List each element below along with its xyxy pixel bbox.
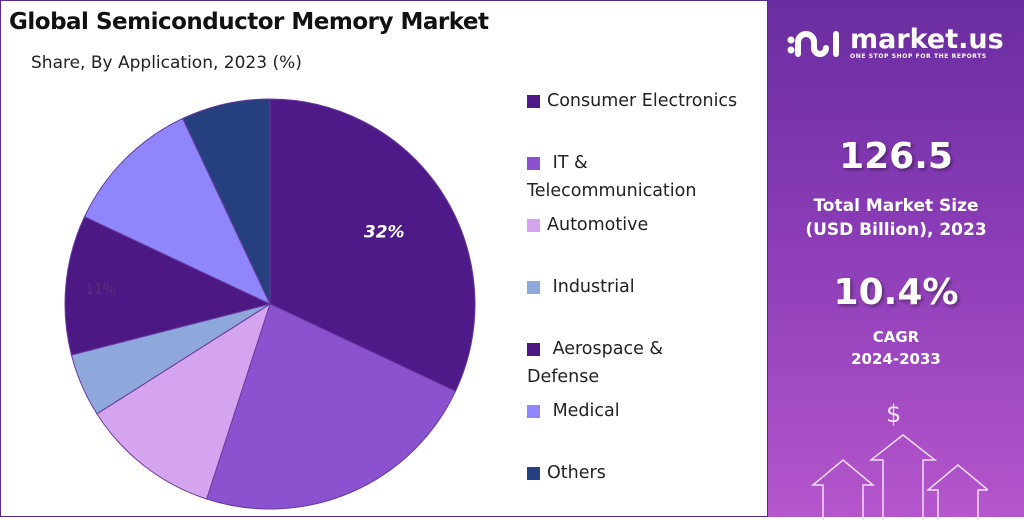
legend-item: IT & Telecommunication xyxy=(527,149,696,205)
legend-label: Medical xyxy=(547,401,620,421)
data-label: 11% xyxy=(85,282,116,298)
legend-label: Automotive xyxy=(547,215,649,235)
pie-slice-aerospace-defense xyxy=(64,216,272,356)
legend-item: Medical xyxy=(527,397,620,425)
legend-swatch xyxy=(527,157,540,170)
legend-label: Aerospace & Defense xyxy=(527,339,664,387)
pie-chart: 32% 11% xyxy=(64,98,476,510)
legend-item: Automotive xyxy=(527,211,648,239)
pie-slice-automotive xyxy=(96,302,271,500)
legend-item: Others xyxy=(527,459,606,487)
legend-label: Consumer Electronics xyxy=(547,91,738,111)
legend-item: Aerospace & Defense xyxy=(527,335,663,391)
growth-arrows-icon xyxy=(810,434,988,520)
market-us-logo-icon xyxy=(787,31,839,57)
cagr-label: CAGR 2024-2033 xyxy=(768,326,1024,370)
cagr-label-line1: CAGR xyxy=(872,328,920,346)
legend-swatch xyxy=(527,467,540,480)
chart-title: Global Semiconductor Memory Market xyxy=(9,9,489,35)
logo: market.us ONE STOP SHOP FOR THE REPORTS xyxy=(786,26,1004,62)
data-label: 32% xyxy=(364,223,405,243)
legend-item: Industrial xyxy=(527,273,635,301)
legend-label: Industrial xyxy=(547,277,635,297)
pie-slice-it-telecommunication xyxy=(206,303,457,510)
legend-swatch xyxy=(527,219,540,232)
legend-item: Consumer Electronics xyxy=(527,87,737,115)
cagr-label-line2: 2024-2033 xyxy=(851,350,941,368)
market-size-label-line2: (USD Billion), 2023 xyxy=(805,220,987,240)
market-size-label: Total Market Size (USD Billion), 2023 xyxy=(768,194,1024,242)
legend-label: Others xyxy=(547,463,606,483)
pie-slice-consumer-electronics xyxy=(269,98,476,392)
legend-swatch xyxy=(527,405,540,418)
chart-subtitle: Share, By Application, 2023 (%) xyxy=(31,53,302,73)
market-size-value: 126.5 xyxy=(839,136,953,177)
chart-area: Global Semiconductor Memory Market Share… xyxy=(0,0,768,517)
legend-swatch xyxy=(527,281,540,294)
market-size-label-line1: Total Market Size xyxy=(813,196,979,216)
logo-tagline: ONE STOP SHOP FOR THE REPORTS xyxy=(850,53,987,60)
cagr-value: 10.4% xyxy=(833,272,959,313)
pie-slice-others xyxy=(182,98,271,305)
dollar-icon: $ xyxy=(886,400,902,428)
logo-name: market.us xyxy=(850,24,1004,55)
pie-slice-medical xyxy=(83,117,272,306)
legend-swatch xyxy=(527,95,540,108)
legend-swatch xyxy=(527,343,540,356)
summary-panel: market.us ONE STOP SHOP FOR THE REPORTS 1… xyxy=(768,0,1024,520)
legend-label: IT & Telecommunication xyxy=(527,153,697,201)
